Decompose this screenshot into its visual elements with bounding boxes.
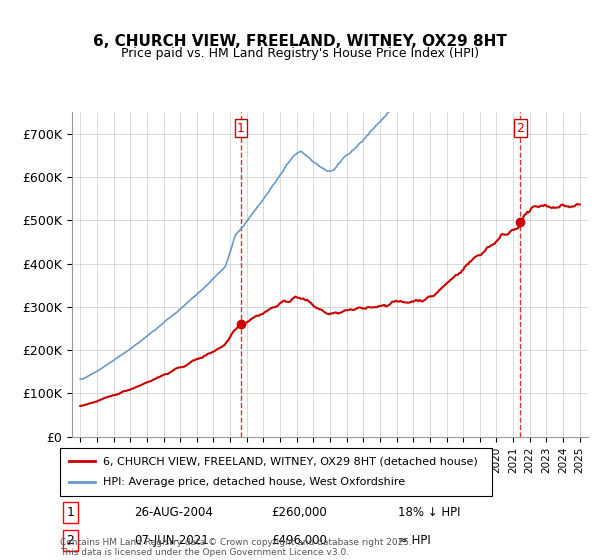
Text: 2: 2 — [517, 122, 524, 135]
Text: 26-AUG-2004: 26-AUG-2004 — [134, 506, 213, 519]
Text: Contains HM Land Registry data © Crown copyright and database right 2025.
This d: Contains HM Land Registry data © Crown c… — [60, 538, 412, 557]
Text: £260,000: £260,000 — [271, 506, 327, 519]
Text: 07-JUN-2021: 07-JUN-2021 — [134, 534, 209, 547]
Text: 6, CHURCH VIEW, FREELAND, WITNEY, OX29 8HT: 6, CHURCH VIEW, FREELAND, WITNEY, OX29 8… — [93, 35, 507, 49]
Text: £496,000: £496,000 — [271, 534, 327, 547]
Text: HPI: Average price, detached house, West Oxfordshire: HPI: Average price, detached house, West… — [103, 477, 406, 487]
Text: 1: 1 — [237, 122, 245, 135]
Text: 6, CHURCH VIEW, FREELAND, WITNEY, OX29 8HT (detached house): 6, CHURCH VIEW, FREELAND, WITNEY, OX29 8… — [103, 456, 478, 466]
Text: Price paid vs. HM Land Registry's House Price Index (HPI): Price paid vs. HM Land Registry's House … — [121, 46, 479, 60]
Text: 1: 1 — [67, 506, 74, 519]
FancyBboxPatch shape — [60, 448, 492, 496]
Text: ≈ HPI: ≈ HPI — [398, 534, 431, 547]
Text: 18% ↓ HPI: 18% ↓ HPI — [398, 506, 460, 519]
Text: 2: 2 — [67, 534, 74, 547]
